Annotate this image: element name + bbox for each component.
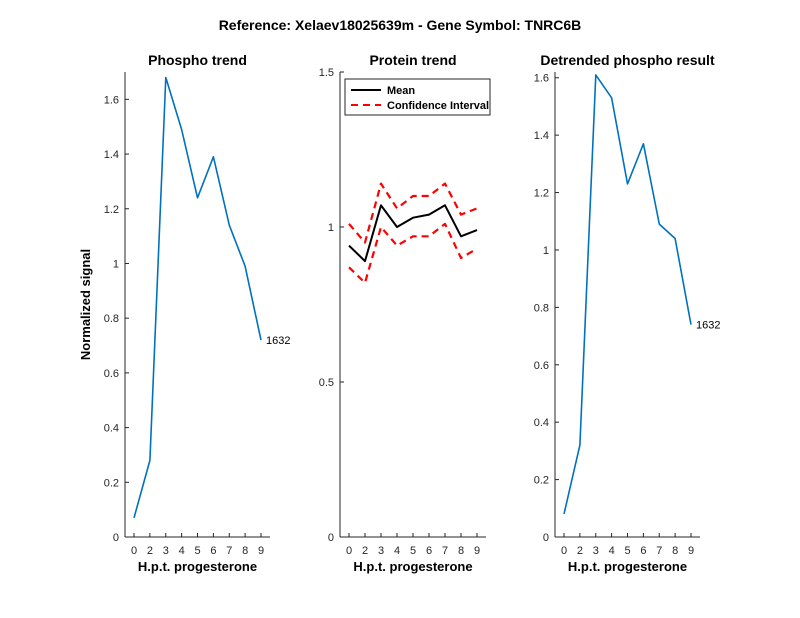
y-tick-label: 1.6 — [104, 94, 119, 106]
y-tick-label: 0.6 — [104, 368, 119, 380]
y-tick-label: 0.8 — [104, 313, 119, 325]
x-tick-label: 8 — [458, 545, 464, 557]
series-line-1 — [348, 182, 478, 244]
x-tick-label: 3 — [593, 545, 599, 557]
x-tick-label: 4 — [609, 545, 615, 557]
x-tick-label: 7 — [656, 545, 662, 557]
x-tick-label: 7 — [226, 545, 232, 557]
y-tick-label: 1.4 — [104, 149, 119, 161]
legend-box — [344, 78, 491, 116]
x-tick-label: 6 — [640, 545, 646, 557]
x-axis-label: H.p.t. progesterone — [353, 559, 472, 574]
y-tick-label: 1.4 — [534, 130, 549, 142]
legend-label: Confidence Interval — [387, 100, 489, 112]
x-tick-label: 4 — [179, 545, 185, 557]
y-tick-label: 0.4 — [534, 417, 549, 429]
x-tick-label: 4 — [394, 545, 400, 557]
end-annotation: 1632 — [266, 335, 290, 347]
x-tick-label: 2 — [147, 545, 153, 557]
x-tick-label: 5 — [624, 545, 630, 557]
end-annotation: 1632 — [696, 320, 720, 332]
y-tick-label: 0.8 — [534, 302, 549, 314]
series-line-0 — [133, 76, 262, 519]
x-axis-label: H.p.t. progesterone — [138, 559, 257, 574]
x-tick-label: 9 — [688, 545, 694, 557]
x-tick-label: 6 — [426, 545, 432, 557]
x-tick-label: 5 — [194, 545, 200, 557]
series-line-0 — [563, 74, 692, 515]
x-tick-label: 8 — [672, 545, 678, 557]
y-tick-label: 1.2 — [534, 188, 549, 200]
y-axis-label: Normalized signal — [78, 249, 93, 360]
y-tick-label: 0 — [113, 532, 119, 544]
series-line-0 — [348, 204, 478, 263]
y-tick-label: 1.6 — [534, 73, 549, 85]
x-tick-label: 6 — [210, 545, 216, 557]
y-tick-label: 1 — [328, 222, 334, 234]
x-tick-label: 0 — [561, 545, 567, 557]
x-axis-label: H.p.t. progesterone — [568, 559, 687, 574]
y-tick-label: 1.5 — [319, 67, 334, 79]
x-tick-label: 9 — [258, 545, 264, 557]
x-tick-label: 0 — [131, 545, 137, 557]
y-tick-label: 0.2 — [104, 477, 119, 489]
figure-suptitle: Reference: Xelaev18025639m - Gene Symbol… — [219, 17, 582, 33]
x-tick-label: 0 — [346, 545, 352, 557]
legend: Mean Confidence Interval — [344, 78, 491, 116]
x-tick-label: 3 — [378, 545, 384, 557]
x-tick-label: 2 — [577, 545, 583, 557]
x-tick-label: 7 — [442, 545, 448, 557]
y-tick-label: 0 — [328, 532, 334, 544]
panel-title: Protein trend — [369, 52, 456, 68]
x-tick-label: 5 — [410, 545, 416, 557]
y-tick-label: 0.5 — [319, 377, 334, 389]
y-tick-label: 1 — [113, 258, 119, 270]
x-tick-label: 3 — [163, 545, 169, 557]
y-tick-label: 0.2 — [534, 475, 549, 487]
panel-title: Phospho trend — [148, 52, 247, 68]
panel-detrended: Detrended phospho result 0 0.2 0.4 0.6 0.8 1 1.… — [534, 52, 721, 574]
y-tick-label: 1 — [543, 245, 549, 257]
x-tick-label: 9 — [474, 545, 480, 557]
x-tick-label: 8 — [242, 545, 248, 557]
y-tick-label: 0.4 — [104, 423, 119, 435]
y-tick-label: 0.6 — [534, 360, 549, 372]
x-tick-label: 2 — [362, 545, 368, 557]
legend-label: Mean — [387, 85, 415, 97]
y-tick-label: 1.2 — [104, 204, 119, 216]
y-tick-label: 0 — [543, 532, 549, 544]
panel-title: Detrended phospho result — [540, 52, 715, 68]
